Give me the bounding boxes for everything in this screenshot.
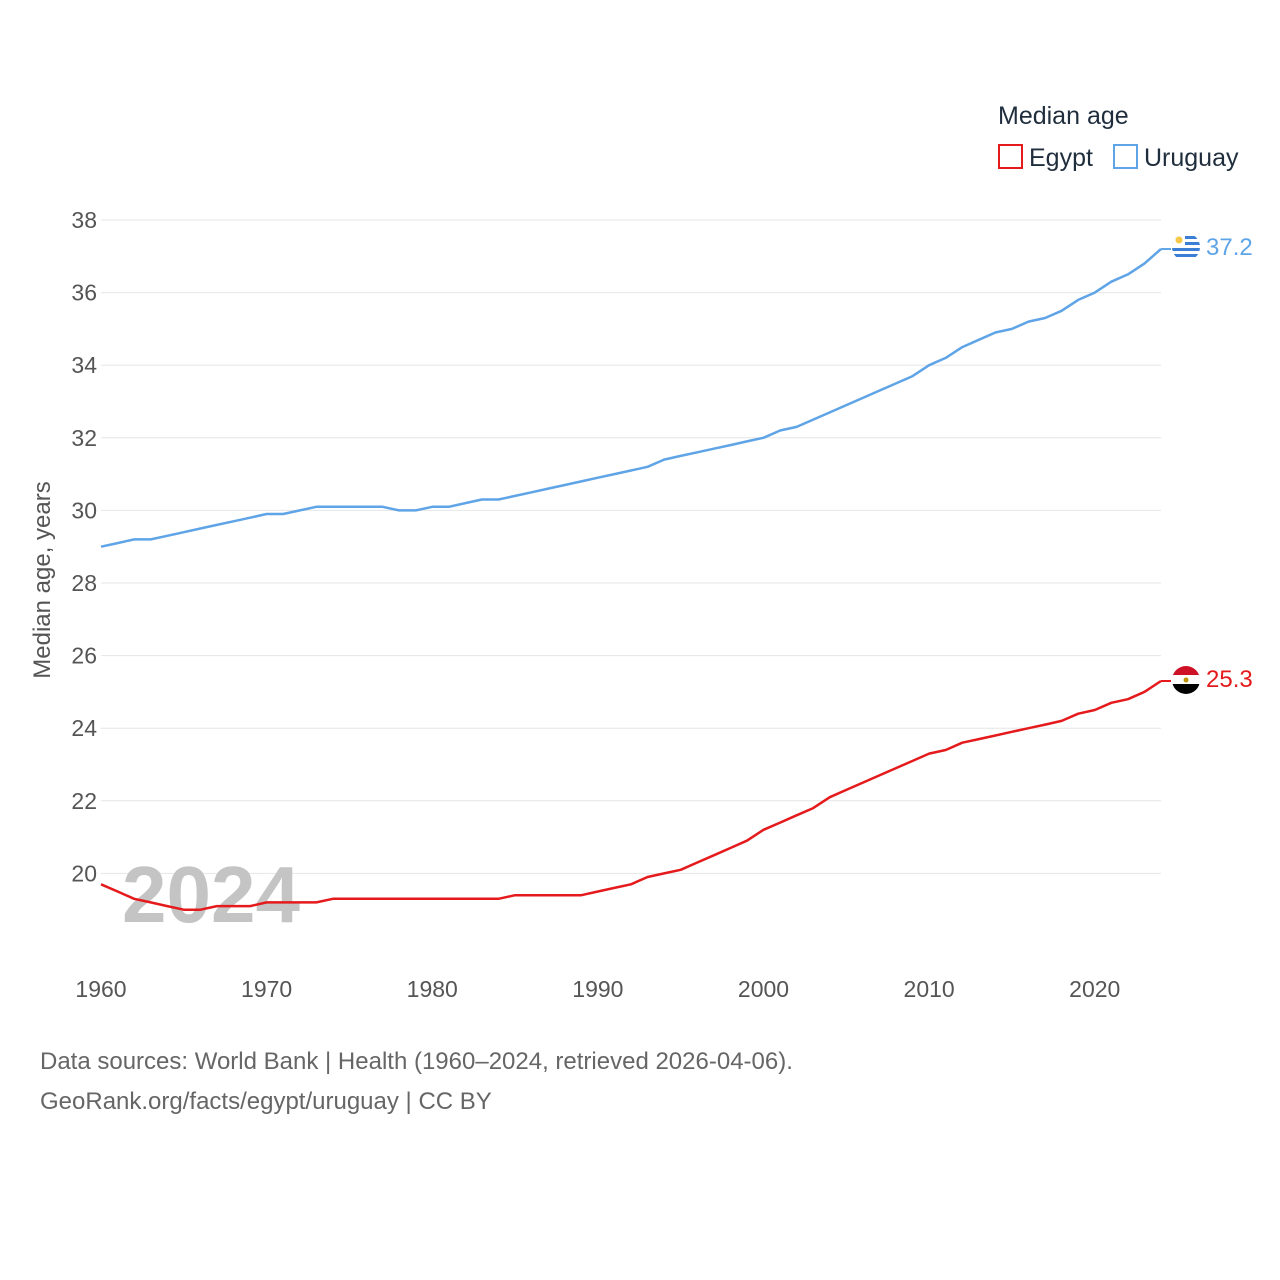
x-tick-label: 2010 (904, 976, 955, 1002)
y-axis-label: Median age, years (29, 481, 56, 678)
source-note: Data sources: World Bank | Health (1960–… (40, 1042, 793, 1122)
current-year-watermark: 2024 (122, 850, 300, 939)
uruguay-end-value: 37.2 (1206, 234, 1253, 261)
y-tick-label: 30 (71, 497, 97, 523)
y-tick-label: 28 (71, 570, 97, 596)
legend-label-egypt: Egypt (1029, 144, 1093, 172)
series-line-uruguay[interactable] (100, 248, 1162, 548)
legend-label-uruguay: Uruguay (1144, 144, 1239, 172)
x-tick-label: 1990 (572, 976, 623, 1002)
legend: Median age Egypt Uruguay (998, 102, 1239, 172)
series-line-egypt[interactable] (100, 679, 1162, 911)
uruguay-end-marker: 37.2 (1172, 233, 1253, 261)
x-tick-label: 1980 (407, 976, 458, 1002)
y-tick-label: 20 (71, 860, 97, 886)
y-tick-label: 26 (71, 643, 97, 669)
legend-title: Median age (998, 102, 1129, 130)
y-tick-label: 34 (71, 352, 97, 378)
egypt-flag-icon (1172, 666, 1200, 694)
legend-swatch-uruguay (1113, 144, 1138, 169)
x-tick-label: 1970 (241, 976, 292, 1002)
gridlines (101, 219, 1161, 874)
x-tick-label: 2020 (1069, 976, 1120, 1002)
legend-item-egypt[interactable]: Egypt (998, 144, 1093, 172)
legend-swatch-egypt (998, 144, 1023, 169)
x-axis-ticks: 1960 1970 1980 1990 2000 2010 2020 (75, 976, 1120, 1002)
y-tick-label: 24 (71, 715, 97, 741)
uruguay-flag-icon (1172, 233, 1200, 261)
y-tick-label: 36 (71, 280, 97, 306)
y-tick-label: 32 (71, 425, 97, 451)
source-line-2: GeoRank.org/facts/egypt/uruguay | CC BY (40, 1088, 492, 1115)
y-tick-label: 38 (71, 207, 97, 233)
legend-item-uruguay[interactable]: Uruguay (1113, 144, 1239, 172)
source-line-1: Data sources: World Bank | Health (1960–… (40, 1048, 793, 1075)
x-tick-label: 2000 (738, 976, 789, 1002)
y-tick-label: 22 (71, 788, 97, 814)
egypt-end-marker: 25.3 (1172, 666, 1253, 694)
x-tick-label: 1960 (75, 976, 126, 1002)
egypt-end-value: 25.3 (1206, 666, 1253, 693)
series-lines (100, 248, 1171, 911)
y-axis-ticks: 20 22 24 26 28 30 32 34 36 38 (71, 207, 97, 886)
